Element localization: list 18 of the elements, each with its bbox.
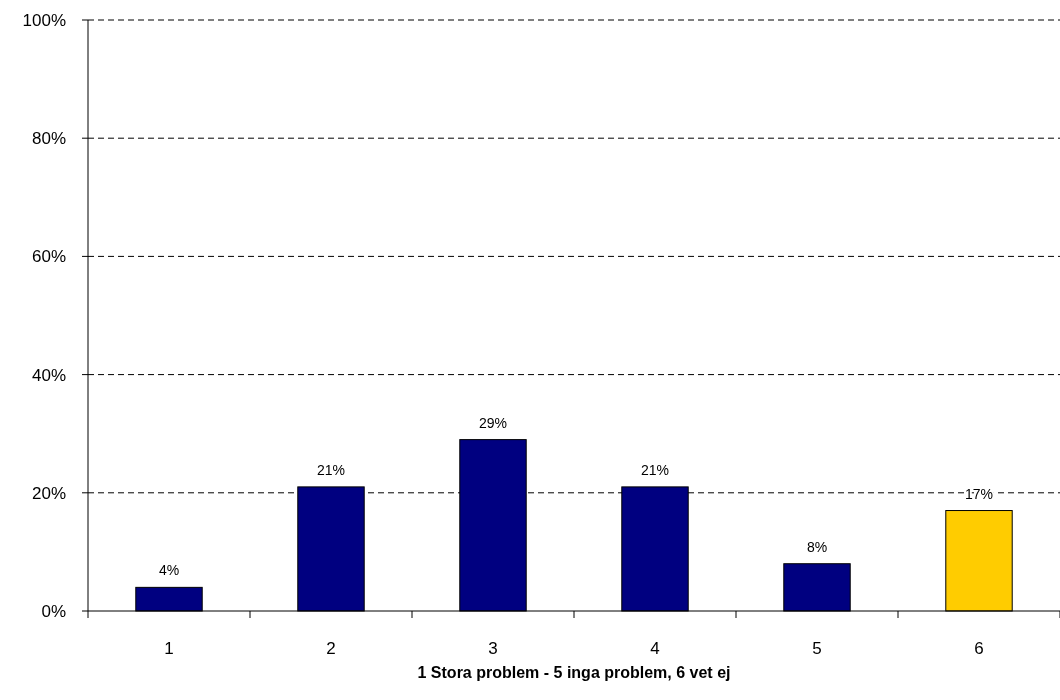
y-tick-label: 60% — [31, 247, 66, 267]
data-label: 4% — [158, 562, 180, 579]
y-tick-label: 20% — [31, 483, 66, 503]
y-tick-label: 40% — [31, 365, 66, 385]
data-label: 21% — [640, 461, 670, 478]
data-label: 29% — [478, 414, 508, 431]
x-tick-label: 6 — [974, 639, 984, 658]
x-tick-label: 3 — [488, 639, 498, 658]
y-tick-label: 0% — [41, 601, 66, 621]
y-tick-label: 80% — [31, 129, 66, 149]
y-tick-label: 100% — [22, 10, 66, 30]
x-tick-label: 1 — [164, 639, 174, 658]
data-label: 8% — [806, 538, 828, 555]
x-tick-label: 2 — [326, 639, 336, 658]
x-tick-label: 5 — [812, 639, 822, 658]
x-tick-label: 4 — [650, 639, 660, 658]
x-axis-title: 1 Stora problem - 5 inga problem, 6 vet ej — [417, 664, 731, 681]
data-label: 21% — [316, 461, 346, 478]
